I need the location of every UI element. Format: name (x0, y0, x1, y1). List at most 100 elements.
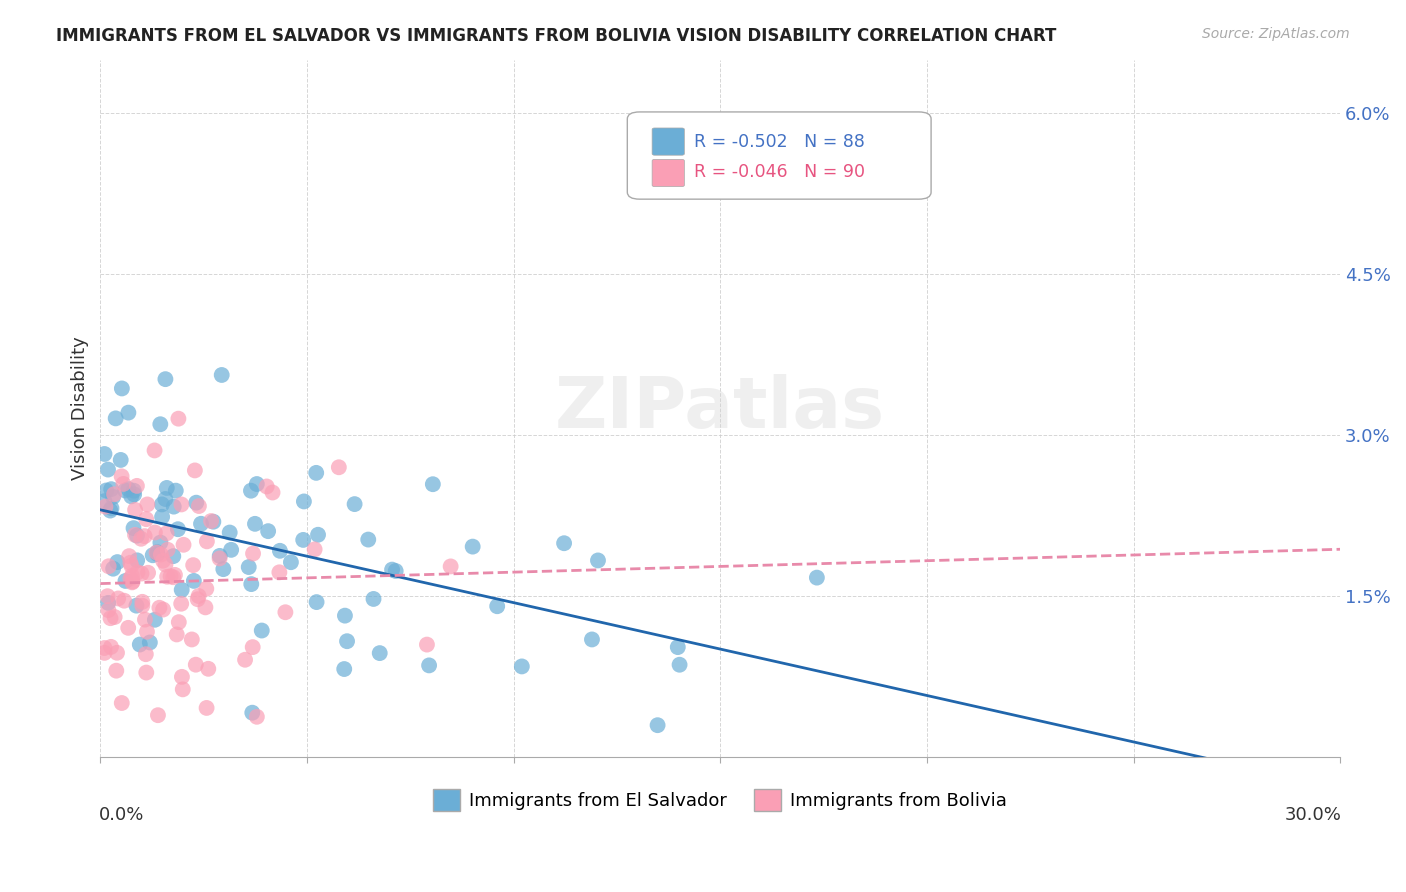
Point (104, 610, 127, 624)
Point (246, 710, 269, 724)
Point (135, 665, 157, 680)
Point (150, 509, 173, 524)
Point (96, 589, 118, 603)
Point (131, 595, 153, 609)
Point (257, 524, 280, 538)
Point (202, 515, 225, 529)
Point (194, 600, 217, 615)
Point (120, 556, 142, 570)
Point (97, 603, 120, 617)
Point (155, 491, 177, 506)
Point (152, 602, 174, 616)
Point (129, 532, 152, 546)
Legend: Immigrants from El Salvador, Immigrants from Bolivia: Immigrants from El Salvador, Immigrants … (426, 781, 1015, 818)
Point (187, 499, 209, 513)
Point (240, 706, 263, 720)
Point (122, 521, 145, 535)
Point (200, 514, 222, 528)
Text: R = -0.502   N = 88: R = -0.502 N = 88 (695, 133, 865, 151)
Point (128, 638, 150, 652)
Point (100, 482, 122, 496)
Point (581, 632, 603, 647)
Point (111, 381, 134, 395)
Point (256, 479, 278, 493)
Text: IMMIGRANTS FROM EL SALVADOR VS IMMIGRANTS FROM BOLIVIA VISION DISABILITY CORRELA: IMMIGRANTS FROM EL SALVADOR VS IMMIGRANT… (56, 27, 1057, 45)
Point (246, 477, 269, 491)
Point (219, 542, 242, 557)
Point (239, 483, 262, 498)
Point (146, 708, 169, 723)
Point (240, 577, 263, 591)
Point (242, 547, 264, 561)
Point (122, 487, 145, 501)
Point (238, 560, 260, 574)
Point (269, 543, 291, 558)
Point (274, 605, 297, 619)
FancyBboxPatch shape (627, 112, 931, 199)
Point (94, 500, 117, 514)
Point (121, 569, 143, 583)
Point (127, 553, 149, 567)
Point (105, 646, 128, 660)
Point (170, 582, 193, 597)
Point (146, 545, 169, 559)
Point (162, 549, 184, 563)
Point (586, 553, 609, 567)
Point (280, 555, 302, 569)
Point (131, 566, 153, 581)
Point (262, 485, 284, 500)
Point (120, 558, 142, 573)
Point (307, 528, 329, 542)
Point (292, 533, 315, 547)
Point (666, 640, 689, 654)
Point (97, 462, 120, 476)
Point (184, 463, 207, 477)
Point (806, 571, 828, 585)
Point (212, 562, 235, 576)
Point (100, 611, 122, 625)
Point (107, 591, 129, 606)
Point (112, 476, 135, 491)
Point (93, 640, 115, 655)
Point (163, 500, 186, 514)
Point (117, 406, 139, 420)
Point (381, 563, 404, 577)
Point (187, 589, 209, 603)
Point (127, 566, 149, 580)
Point (292, 494, 315, 508)
Point (162, 570, 184, 584)
FancyBboxPatch shape (652, 160, 685, 186)
Point (143, 525, 166, 540)
Point (155, 526, 177, 541)
Point (112, 593, 135, 607)
Point (155, 372, 177, 386)
Point (233, 653, 256, 667)
Point (167, 615, 190, 629)
Text: ZIPatlas: ZIPatlas (555, 374, 886, 443)
Point (149, 535, 172, 549)
Point (156, 542, 179, 557)
Point (422, 477, 444, 491)
Point (98, 503, 121, 517)
Point (150, 497, 173, 511)
Point (93, 494, 115, 508)
Point (166, 627, 188, 641)
Point (187, 592, 209, 607)
Point (125, 479, 148, 493)
Point (100, 640, 122, 654)
Point (343, 497, 366, 511)
Point (135, 647, 157, 661)
Point (93, 646, 115, 660)
Point (243, 516, 266, 531)
Point (242, 640, 264, 654)
Point (105, 664, 128, 678)
Point (333, 662, 356, 676)
Point (136, 498, 159, 512)
Point (124, 503, 146, 517)
Point (124, 528, 146, 542)
Point (110, 469, 132, 483)
Point (184, 657, 207, 672)
Point (269, 566, 291, 580)
Point (190, 516, 212, 531)
Point (136, 624, 159, 639)
